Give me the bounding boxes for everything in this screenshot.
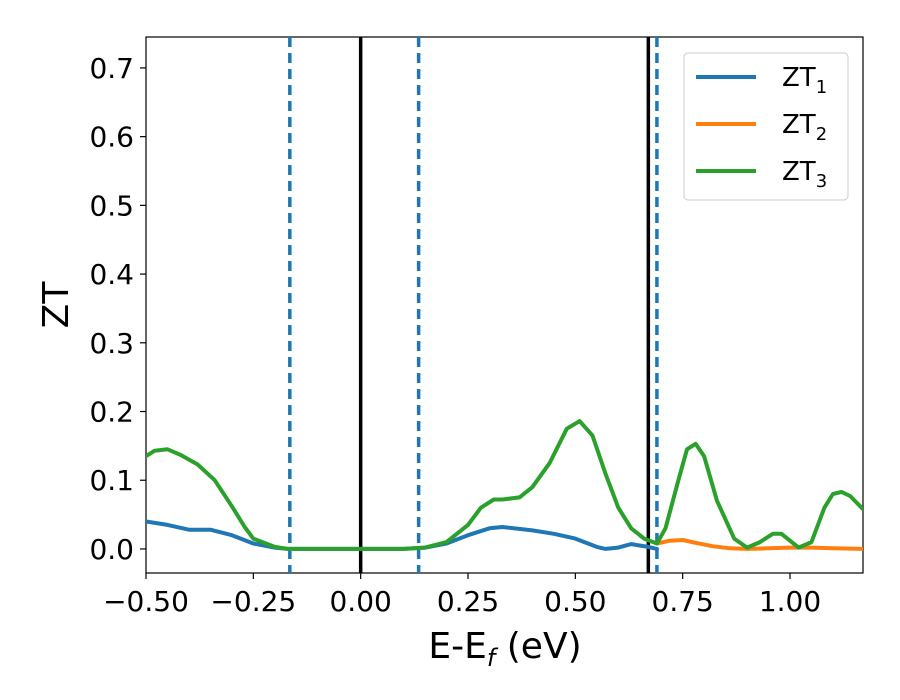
y-tick-label: 0.0 xyxy=(89,533,134,566)
y-axis-title: ZT xyxy=(36,281,77,329)
x-tick-label: 0.25 xyxy=(437,585,499,618)
y-tick-label: 0.3 xyxy=(89,327,134,360)
y-tick-label: 0.5 xyxy=(89,189,134,222)
legend-label-2: ZT2 xyxy=(782,110,827,145)
legend-label-3: ZT3 xyxy=(782,157,827,192)
series-line-1 xyxy=(146,519,659,551)
x-tick-label: 1.00 xyxy=(759,585,821,618)
legend: ZT1 ZT2 ZT3 xyxy=(683,52,849,201)
y-tick-label: 0.2 xyxy=(89,396,134,429)
y-tick-label: 0.6 xyxy=(89,121,134,154)
x-tick-label: −0.50 xyxy=(103,585,189,618)
y-tick-label: 0.4 xyxy=(89,258,134,291)
x-tick-label: 0.00 xyxy=(329,585,391,618)
x-tick-label: 0.50 xyxy=(544,585,606,618)
x-tick-label: 0.75 xyxy=(652,585,714,618)
x-tick-label: −0.25 xyxy=(210,585,296,618)
series-line-3 xyxy=(146,419,863,551)
series-line-2 xyxy=(654,538,863,551)
series-lines xyxy=(146,419,863,551)
x-axis-ticks: −0.50 −0.25 0.00 0.25 0.50 0.75 1.00 xyxy=(103,573,821,618)
reference-lines xyxy=(288,37,659,573)
legend-box xyxy=(683,52,849,201)
y-tick-label: 0.1 xyxy=(89,464,134,497)
legend-label-1: ZT1 xyxy=(782,63,827,98)
y-tick-label: 0.7 xyxy=(89,52,134,85)
y-axis-ticks: 0.0 0.1 0.2 0.3 0.4 0.5 0.6 0.7 xyxy=(89,52,146,566)
x-axis-title: E-Ef (eV) xyxy=(428,626,581,672)
